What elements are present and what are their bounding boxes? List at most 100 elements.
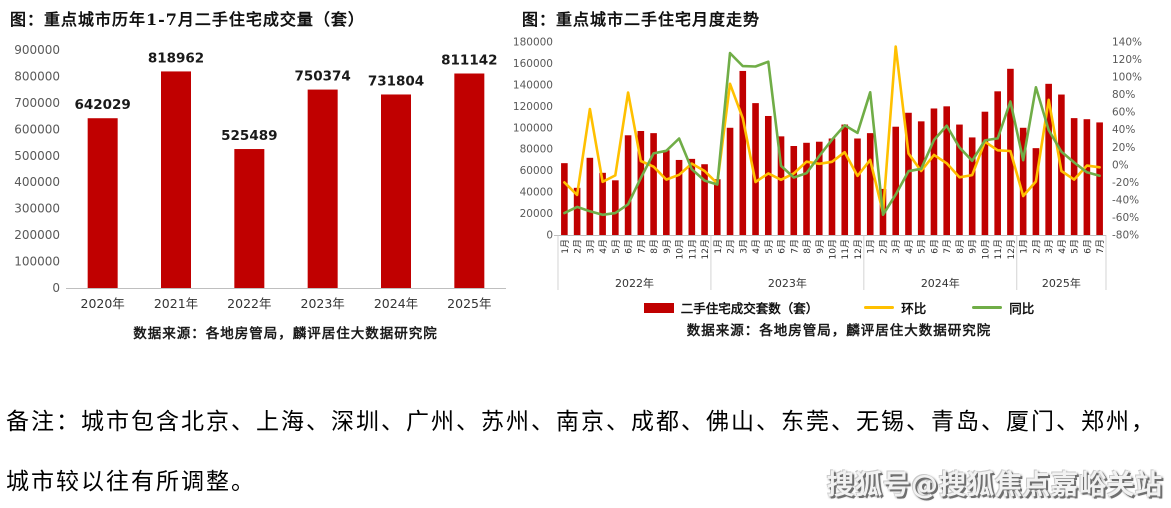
svg-text:10月: 10月: [828, 239, 839, 259]
svg-text:700000: 700000: [14, 96, 60, 110]
svg-text:0: 0: [546, 230, 553, 242]
svg-text:5月: 5月: [611, 239, 622, 254]
svg-text:4月: 4月: [904, 239, 915, 254]
svg-text:6月: 6月: [624, 239, 635, 254]
svg-text:1月: 1月: [1019, 239, 1030, 254]
svg-text:200000: 200000: [14, 228, 60, 242]
svg-text:750374: 750374: [294, 69, 350, 85]
legend: 二手住宅成交套数（套） 环比 同比: [508, 298, 1170, 317]
svg-text:3月: 3月: [738, 239, 749, 254]
svg-text:2月: 2月: [573, 239, 584, 254]
svg-text:2024年: 2024年: [921, 276, 960, 290]
legend-label-mom: 环比: [901, 301, 927, 316]
svg-text:140000: 140000: [513, 79, 553, 91]
svg-text:-80%: -80%: [1112, 230, 1139, 242]
svg-text:7月: 7月: [636, 239, 647, 254]
svg-text:40%: 40%: [1112, 124, 1135, 136]
svg-text:1月: 1月: [713, 239, 724, 254]
svg-text:20000: 20000: [520, 208, 553, 220]
svg-text:2022年: 2022年: [227, 296, 271, 311]
svg-text:20%: 20%: [1112, 142, 1135, 154]
svg-text:11月: 11月: [840, 239, 851, 259]
svg-text:9月: 9月: [815, 239, 826, 254]
svg-text:2024年: 2024年: [374, 296, 418, 311]
svg-text:5月: 5月: [917, 239, 928, 254]
svg-text:9月: 9月: [662, 239, 673, 254]
svg-text:100%: 100%: [1112, 72, 1142, 84]
svg-text:180000: 180000: [513, 37, 553, 49]
svg-text:100000: 100000: [513, 122, 553, 134]
svg-text:2023年: 2023年: [768, 276, 807, 290]
svg-text:2025年: 2025年: [1042, 276, 1081, 290]
svg-text:12月: 12月: [700, 239, 711, 259]
svg-text:6月: 6月: [929, 239, 940, 254]
svg-text:6月: 6月: [777, 239, 788, 254]
svg-text:120%: 120%: [1112, 54, 1142, 66]
svg-text:818962: 818962: [148, 50, 204, 66]
svg-text:500000: 500000: [14, 149, 60, 163]
svg-text:-40%: -40%: [1112, 194, 1139, 206]
svg-text:9月: 9月: [968, 239, 979, 254]
svg-text:811142: 811142: [441, 52, 497, 68]
svg-text:80%: 80%: [1112, 89, 1135, 101]
annual-sales-bar-chart: 图：重点城市历年1-7月二手住宅成交量（套） 0 100000 200000 3000…: [8, 6, 513, 342]
svg-text:11月: 11月: [993, 239, 1004, 259]
legend-label-sales: 二手住宅成交套数（套）: [680, 301, 819, 316]
svg-text:12月: 12月: [853, 239, 864, 259]
svg-text:400000: 400000: [14, 175, 60, 189]
legend-item-mom: 环比: [864, 298, 926, 317]
annual-sales-bar-chart-svg: 0 100000 200000 300000 400000 500000 600000 700…: [14, 43, 506, 311]
svg-text:731804: 731804: [368, 73, 424, 89]
svg-text:40000: 40000: [520, 187, 553, 199]
svg-text:2月: 2月: [1031, 239, 1042, 254]
svg-text:5月: 5月: [764, 239, 775, 254]
bar-series-swatch: [643, 302, 674, 313]
monthly-trend-combo-chart-svg: 0 20000 40000 60000 80000 100000 120000 140000 1…: [513, 37, 1142, 290]
svg-text:2025年: 2025年: [447, 296, 491, 311]
svg-text:600000: 600000: [14, 122, 60, 136]
svg-text:6月: 6月: [1082, 239, 1093, 254]
svg-text:300000: 300000: [14, 202, 60, 216]
mom-line-swatch: [864, 305, 895, 310]
legend-item-yoy: 同比: [972, 298, 1034, 317]
svg-text:642029: 642029: [74, 97, 130, 113]
svg-text:0: 0: [52, 281, 60, 295]
svg-text:160000: 160000: [513, 58, 553, 70]
svg-text:3月: 3月: [891, 239, 902, 254]
svg-text:4月: 4月: [598, 239, 609, 254]
svg-text:7月: 7月: [1095, 239, 1106, 254]
svg-text:80000: 80000: [520, 144, 553, 156]
svg-text:8月: 8月: [649, 239, 660, 254]
right-chart-source: 数据来源：各地房管局，麟评居住大数据研究院: [686, 323, 992, 339]
svg-text:2月: 2月: [878, 239, 889, 254]
note-text-line1: 备注：城市包含北京、上海、深圳、广州、苏州、南京、成都、佛山、东莞、无锡、青岛、…: [6, 409, 1156, 435]
svg-text:5月: 5月: [1070, 239, 1081, 254]
svg-text:3月: 3月: [585, 239, 596, 254]
svg-text:12月: 12月: [1006, 239, 1017, 259]
svg-text:10月: 10月: [675, 239, 686, 259]
svg-text:3月: 3月: [1044, 239, 1055, 254]
monthly-trend-combo-chart: 图：重点城市二手住宅月度走势 0 20000 40000 60000 80000 1000…: [508, 6, 1170, 339]
svg-text:7月: 7月: [789, 239, 800, 254]
svg-text:2023年: 2023年: [301, 296, 345, 311]
svg-text:2月: 2月: [726, 239, 737, 254]
svg-text:2020年: 2020年: [81, 296, 125, 311]
svg-text:10月: 10月: [980, 239, 991, 259]
note-text-line2: 城市较以往有所调整。: [6, 469, 256, 495]
sohu-watermark: 搜狐号@搜狐焦点嘉峪关站: [827, 470, 1163, 501]
svg-text:140%: 140%: [1112, 37, 1142, 49]
svg-text:4月: 4月: [1057, 239, 1068, 254]
legend-item-sales: 二手住宅成交套数（套）: [643, 298, 819, 317]
svg-text:4月: 4月: [751, 239, 762, 254]
svg-text:-60%: -60%: [1112, 212, 1139, 224]
svg-text:100000: 100000: [14, 255, 60, 269]
svg-text:-20%: -20%: [1112, 177, 1139, 189]
svg-text:2022年: 2022年: [615, 276, 654, 290]
svg-text:1月: 1月: [866, 239, 877, 254]
left-chart-title: 图：重点城市历年1-7月二手住宅成交量（套）: [10, 10, 365, 29]
right-chart-title: 图：重点城市二手住宅月度走势: [522, 10, 761, 29]
yoy-line-swatch: [972, 305, 1003, 310]
svg-text:7月: 7月: [942, 239, 953, 254]
svg-text:120000: 120000: [513, 101, 553, 113]
